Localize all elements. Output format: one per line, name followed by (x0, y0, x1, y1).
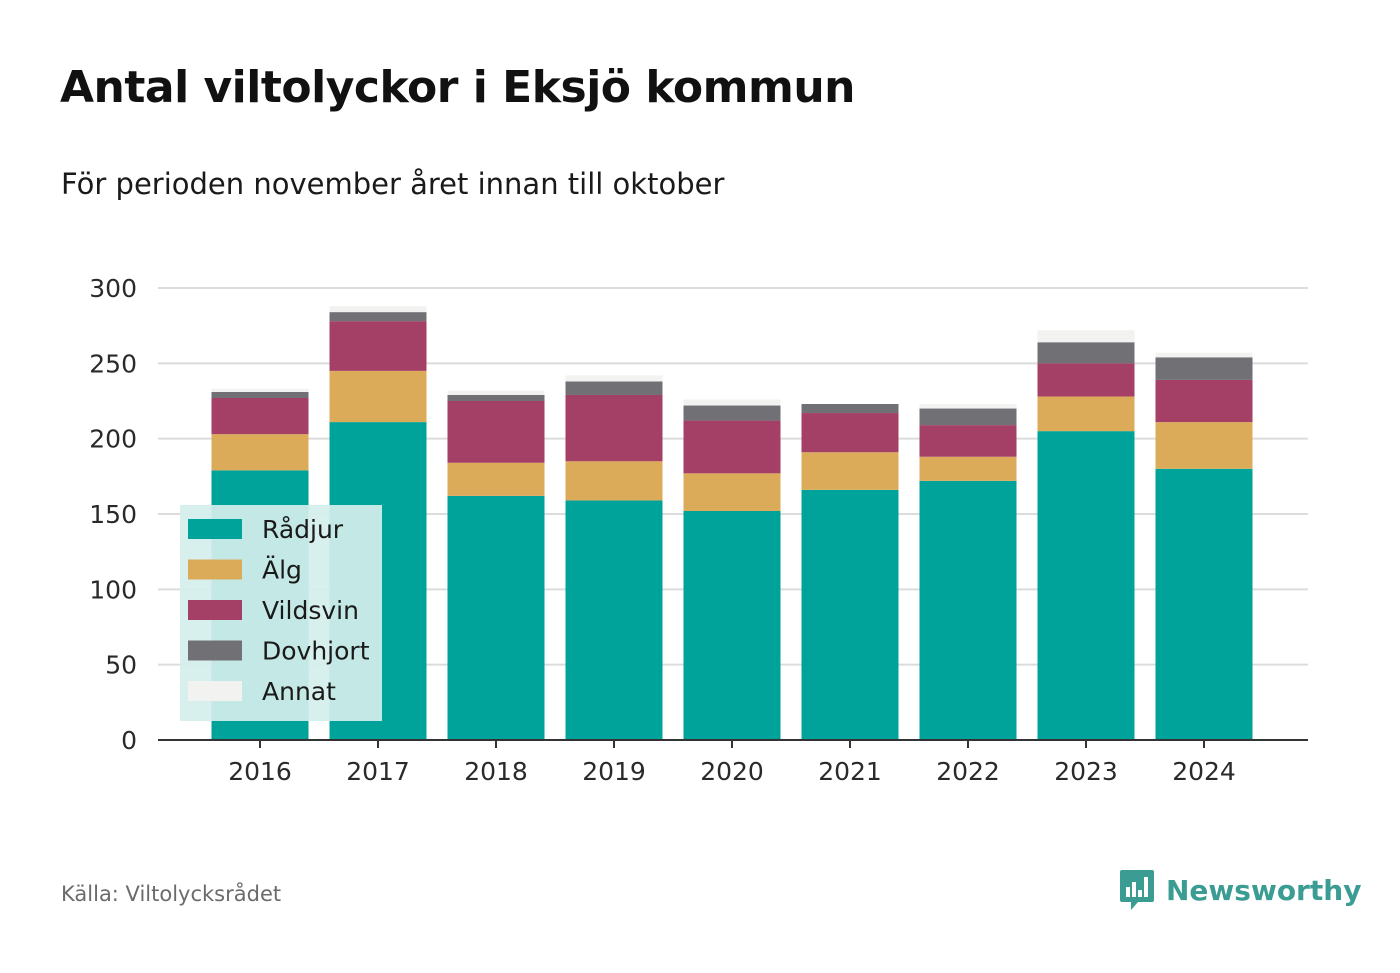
axes: 0 50 100 150 200 250 300 2016 2017 2018 2019 2020 20… (89, 274, 1308, 786)
brand-name: Newsworthy (1166, 873, 1362, 907)
x-tick-label: 2017 (346, 757, 410, 786)
bar-segment-rådjur (447, 495, 545, 740)
bar-segment-rådjur (1155, 468, 1253, 740)
bar-segment-annat (1037, 330, 1135, 343)
x-tick-label: 2022 (936, 757, 1000, 786)
legend-label: Rådjur (262, 515, 344, 544)
y-tick-label: 100 (89, 575, 137, 604)
bar-segment-rådjur (683, 510, 781, 740)
bar-segment-vildsvin (211, 397, 309, 435)
bar-segment-rådjur (919, 480, 1017, 740)
bar-segment-annat (1155, 352, 1253, 358)
bar-segment-älg (801, 452, 899, 490)
bar-segment-vildsvin (801, 413, 899, 453)
bar-segment-dovhjort (919, 408, 1017, 426)
legend: Rådjur Älg Vildsvin Dovhjort Annat (180, 505, 382, 721)
bar-segment-dovhjort (1155, 357, 1253, 380)
bar-segment-älg (447, 462, 545, 496)
source-note: Källa: Viltolycksrådet (61, 882, 282, 906)
x-tick-label: 2024 (1172, 757, 1236, 786)
newsworthy-logo-icon (1120, 870, 1154, 910)
bar-segment-annat (683, 399, 781, 406)
legend-label: Vildsvin (262, 596, 359, 625)
legend-label: Dovhjort (262, 637, 370, 666)
bar-segment-älg (211, 434, 309, 471)
legend-label: Annat (262, 677, 336, 706)
bar-segment-älg (1155, 422, 1253, 469)
bar-segment-vildsvin (919, 425, 1017, 457)
legend-swatch (188, 600, 242, 620)
bar-segment-älg (1037, 396, 1135, 432)
bar-segment-vildsvin (565, 394, 663, 462)
legend-swatch (188, 681, 242, 701)
bar-segment-annat (565, 375, 663, 382)
x-tick-label: 2019 (582, 757, 646, 786)
bar-segment-annat (329, 306, 427, 313)
bar-segment-vildsvin (329, 321, 427, 371)
x-tick-label: 2020 (700, 757, 764, 786)
bar-segment-älg (919, 456, 1017, 481)
bar-segment-vildsvin (447, 401, 545, 463)
bar-segment-älg (565, 461, 663, 501)
bar-segment-annat (211, 388, 309, 392)
bar-segment-annat (447, 390, 545, 395)
bar-segment-dovhjort (683, 405, 781, 421)
brand-logo[interactable]: Newsworthy (1118, 868, 1361, 912)
chart-subtitle: För perioden november året innan till ok… (61, 167, 725, 201)
legend-swatch (188, 559, 242, 580)
bar-segment-rådjur (1037, 431, 1135, 740)
bar-segment-dovhjort (801, 404, 899, 414)
bar-segment-annat (919, 404, 1017, 409)
y-tick-label: 250 (89, 349, 137, 378)
y-tick-label: 300 (89, 274, 137, 303)
y-tick-label: 0 (121, 726, 137, 755)
bar-segment-vildsvin (1155, 379, 1253, 423)
bar-segment-rådjur (565, 500, 663, 740)
bar-segment-älg (329, 370, 427, 423)
x-tick-label: 2023 (1054, 757, 1118, 786)
y-tick-label: 50 (105, 651, 137, 680)
bar-segment-vildsvin (683, 420, 781, 474)
bar-segment-dovhjort (1037, 342, 1135, 364)
x-tick-label: 2018 (464, 757, 528, 786)
y-tick-label: 150 (89, 500, 137, 529)
legend-swatch (188, 640, 242, 661)
x-tick-label: 2021 (818, 757, 882, 786)
chart-title: Antal viltolyckor i Eksjö kommun (60, 62, 855, 113)
y-tick-label: 200 (89, 425, 137, 454)
x-tick-label: 2016 (228, 757, 292, 786)
bar-segment-dovhjort (565, 381, 663, 395)
bar-segment-dovhjort (211, 391, 309, 398)
bar-segment-vildsvin (1037, 363, 1135, 397)
bar-segment-älg (683, 473, 781, 511)
bar-segment-dovhjort (447, 394, 545, 401)
bar-segment-dovhjort (329, 312, 427, 322)
legend-label: Älg (262, 556, 302, 585)
legend-swatch (188, 519, 242, 539)
bar-segment-rådjur (801, 489, 899, 740)
